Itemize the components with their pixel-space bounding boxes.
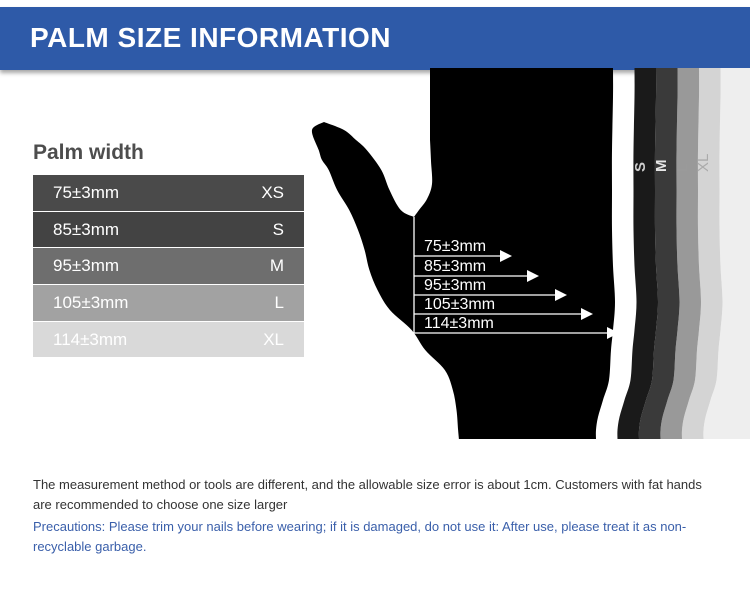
svg-text:95±3mm: 95±3mm: [424, 277, 486, 294]
svg-text:114±3mm: 114±3mm: [424, 315, 494, 332]
svg-text:S: S: [632, 162, 649, 172]
svg-text:75±3mm: 75±3mm: [424, 238, 486, 255]
svg-text:M: M: [653, 160, 670, 173]
svg-text:XS: XS: [611, 152, 628, 172]
svg-text:XL: XL: [695, 154, 712, 172]
svg-text:105±3mm: 105±3mm: [424, 296, 495, 313]
svg-text:L: L: [674, 164, 691, 172]
svg-text:85±3mm: 85±3mm: [424, 258, 486, 275]
